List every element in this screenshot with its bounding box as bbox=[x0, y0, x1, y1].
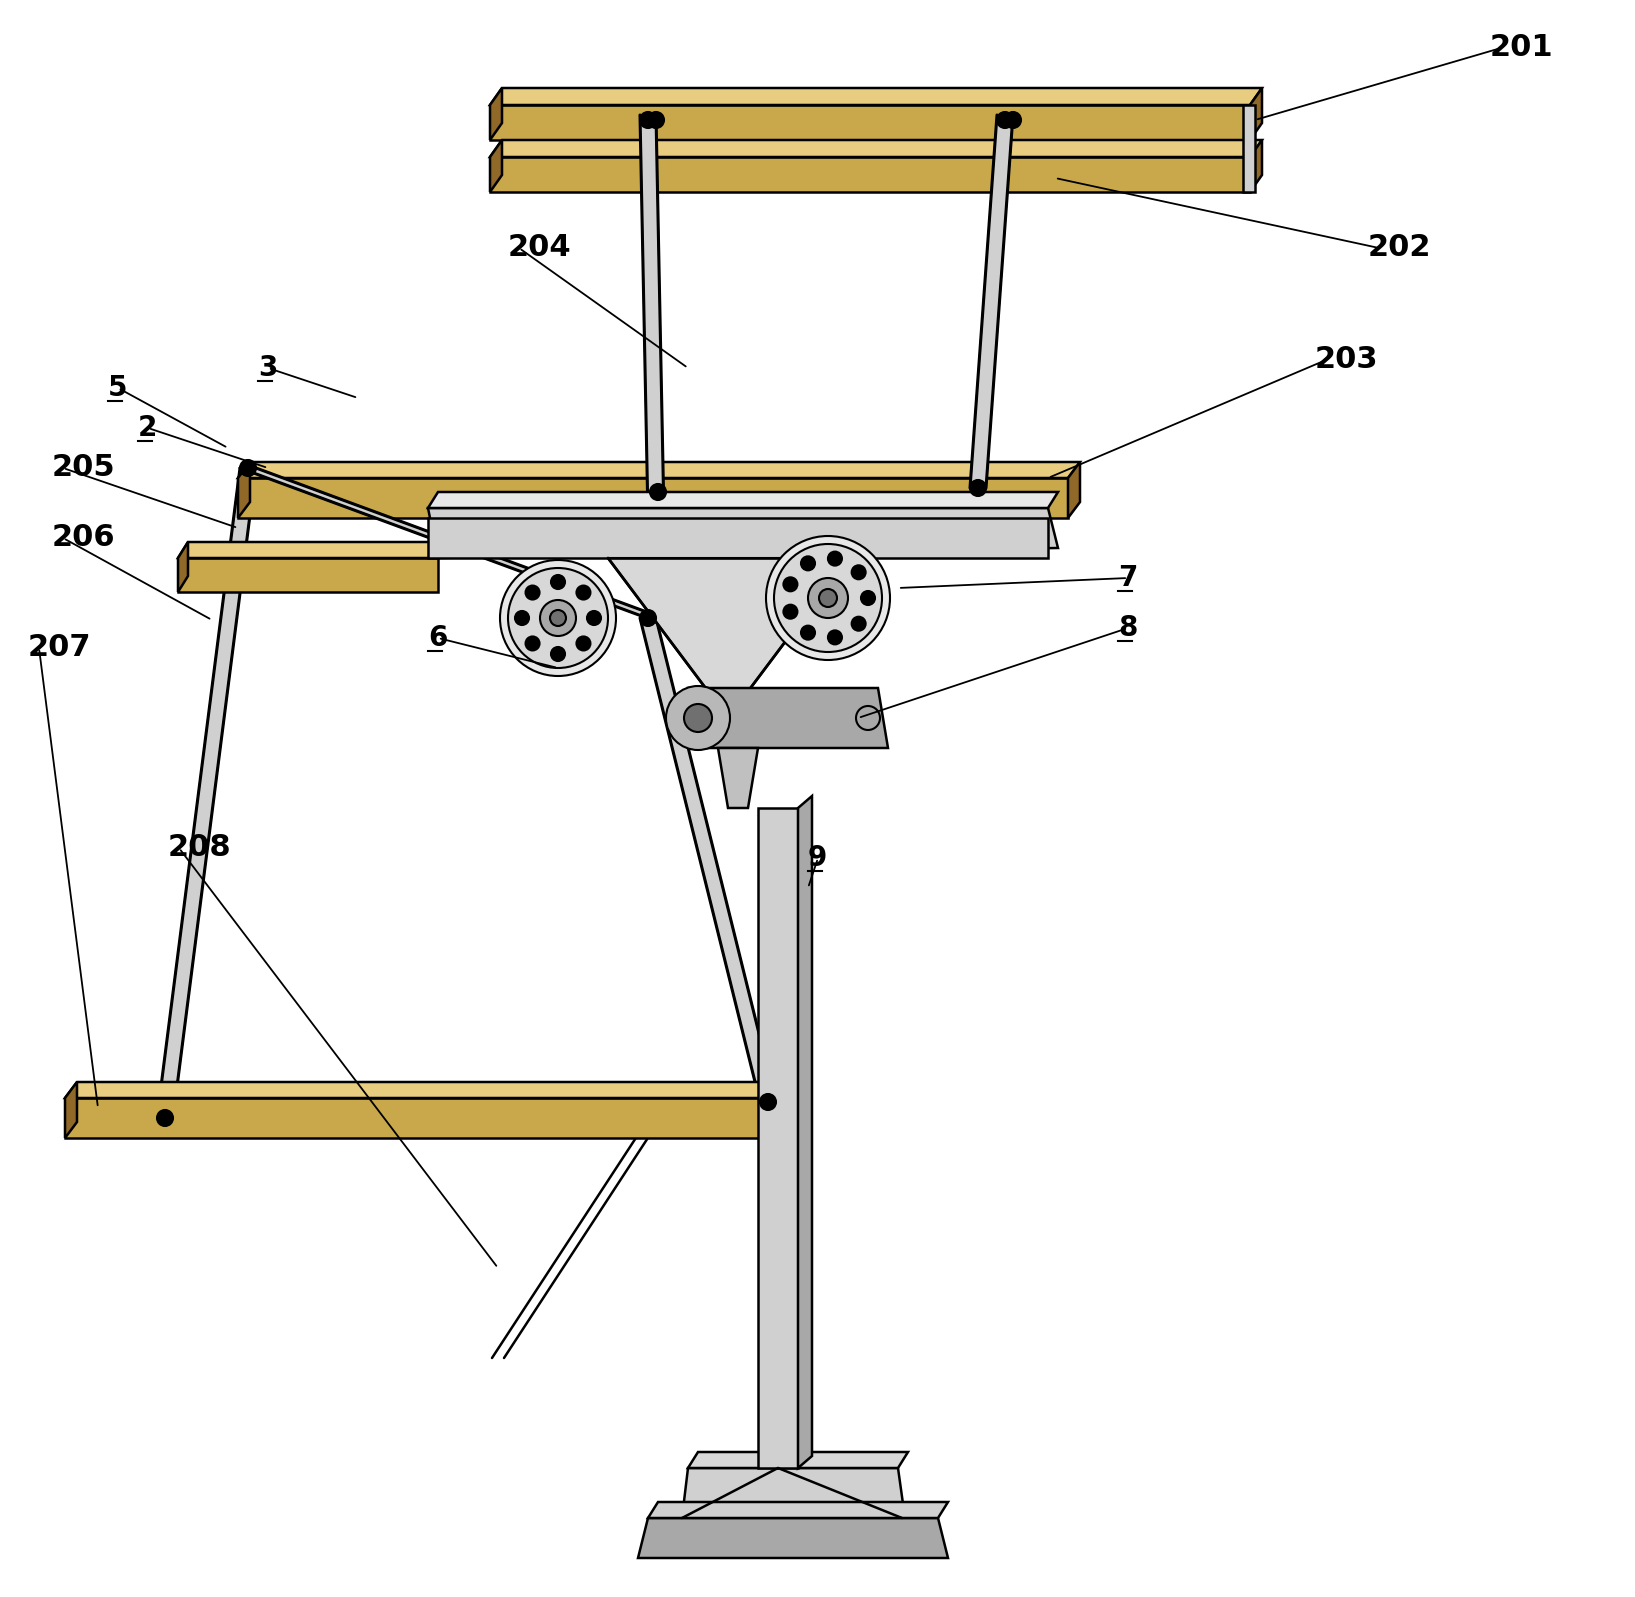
Polygon shape bbox=[780, 1083, 791, 1139]
Circle shape bbox=[587, 612, 602, 624]
Polygon shape bbox=[759, 808, 798, 1468]
Text: 206: 206 bbox=[52, 524, 116, 553]
Circle shape bbox=[808, 578, 849, 618]
Polygon shape bbox=[239, 462, 250, 517]
Polygon shape bbox=[1243, 105, 1256, 192]
Polygon shape bbox=[798, 795, 813, 1468]
Text: 205: 205 bbox=[52, 454, 116, 482]
Circle shape bbox=[760, 1094, 777, 1110]
Polygon shape bbox=[490, 88, 1262, 105]
Polygon shape bbox=[428, 517, 1048, 557]
Polygon shape bbox=[647, 1503, 948, 1519]
Polygon shape bbox=[178, 541, 188, 592]
Polygon shape bbox=[490, 157, 1251, 192]
Text: 6: 6 bbox=[428, 624, 448, 652]
Circle shape bbox=[665, 687, 729, 751]
Circle shape bbox=[827, 551, 842, 565]
Circle shape bbox=[639, 610, 656, 626]
Circle shape bbox=[767, 537, 889, 660]
Text: 203: 203 bbox=[1315, 345, 1378, 375]
Circle shape bbox=[500, 561, 616, 676]
Polygon shape bbox=[490, 105, 1251, 141]
Polygon shape bbox=[639, 115, 665, 618]
Polygon shape bbox=[1068, 462, 1081, 517]
Circle shape bbox=[857, 706, 880, 730]
Circle shape bbox=[540, 600, 576, 636]
Polygon shape bbox=[428, 492, 1058, 508]
Circle shape bbox=[827, 631, 842, 645]
Polygon shape bbox=[638, 1519, 948, 1559]
Text: 204: 204 bbox=[508, 233, 572, 262]
Circle shape bbox=[683, 704, 711, 731]
Polygon shape bbox=[178, 541, 448, 557]
Circle shape bbox=[862, 591, 875, 605]
Text: 7: 7 bbox=[1118, 564, 1138, 592]
Polygon shape bbox=[65, 1083, 77, 1139]
Polygon shape bbox=[157, 468, 257, 1118]
Circle shape bbox=[819, 589, 837, 607]
Circle shape bbox=[577, 637, 590, 650]
Circle shape bbox=[997, 112, 1014, 128]
Text: 8: 8 bbox=[1118, 613, 1138, 642]
Circle shape bbox=[577, 586, 590, 599]
Circle shape bbox=[508, 569, 608, 668]
Circle shape bbox=[639, 112, 656, 128]
Polygon shape bbox=[688, 1452, 907, 1468]
Circle shape bbox=[801, 556, 814, 570]
Polygon shape bbox=[239, 462, 1081, 478]
Polygon shape bbox=[490, 88, 502, 141]
Text: 9: 9 bbox=[808, 843, 827, 872]
Polygon shape bbox=[178, 557, 438, 592]
Polygon shape bbox=[682, 1468, 906, 1519]
Circle shape bbox=[852, 565, 865, 580]
Circle shape bbox=[525, 586, 540, 599]
Circle shape bbox=[515, 612, 530, 624]
Text: 202: 202 bbox=[1368, 233, 1432, 262]
Circle shape bbox=[801, 626, 814, 640]
Polygon shape bbox=[639, 618, 777, 1102]
Text: 201: 201 bbox=[1489, 34, 1553, 62]
Text: 207: 207 bbox=[28, 634, 92, 663]
Text: 3: 3 bbox=[258, 355, 278, 382]
Circle shape bbox=[525, 637, 540, 650]
Polygon shape bbox=[608, 557, 849, 719]
Polygon shape bbox=[65, 1099, 780, 1139]
Circle shape bbox=[157, 1110, 173, 1126]
Polygon shape bbox=[490, 141, 1262, 157]
Polygon shape bbox=[240, 468, 664, 618]
Circle shape bbox=[852, 616, 865, 631]
Polygon shape bbox=[65, 1083, 791, 1099]
Circle shape bbox=[551, 575, 566, 589]
Polygon shape bbox=[428, 508, 1058, 557]
Circle shape bbox=[551, 647, 566, 661]
Circle shape bbox=[647, 112, 664, 128]
Text: 2: 2 bbox=[137, 414, 157, 442]
Polygon shape bbox=[1251, 141, 1262, 192]
Circle shape bbox=[970, 481, 986, 497]
Circle shape bbox=[240, 460, 257, 476]
Circle shape bbox=[549, 610, 566, 626]
Text: 208: 208 bbox=[168, 834, 232, 862]
Circle shape bbox=[783, 605, 798, 618]
Polygon shape bbox=[970, 115, 1014, 489]
Circle shape bbox=[783, 578, 798, 591]
Polygon shape bbox=[239, 478, 1068, 517]
Polygon shape bbox=[490, 141, 502, 192]
Circle shape bbox=[1006, 112, 1020, 128]
Polygon shape bbox=[1251, 88, 1262, 141]
Text: 5: 5 bbox=[108, 374, 128, 402]
Circle shape bbox=[651, 484, 665, 500]
Polygon shape bbox=[688, 688, 888, 747]
Polygon shape bbox=[718, 747, 759, 808]
Circle shape bbox=[773, 545, 881, 652]
